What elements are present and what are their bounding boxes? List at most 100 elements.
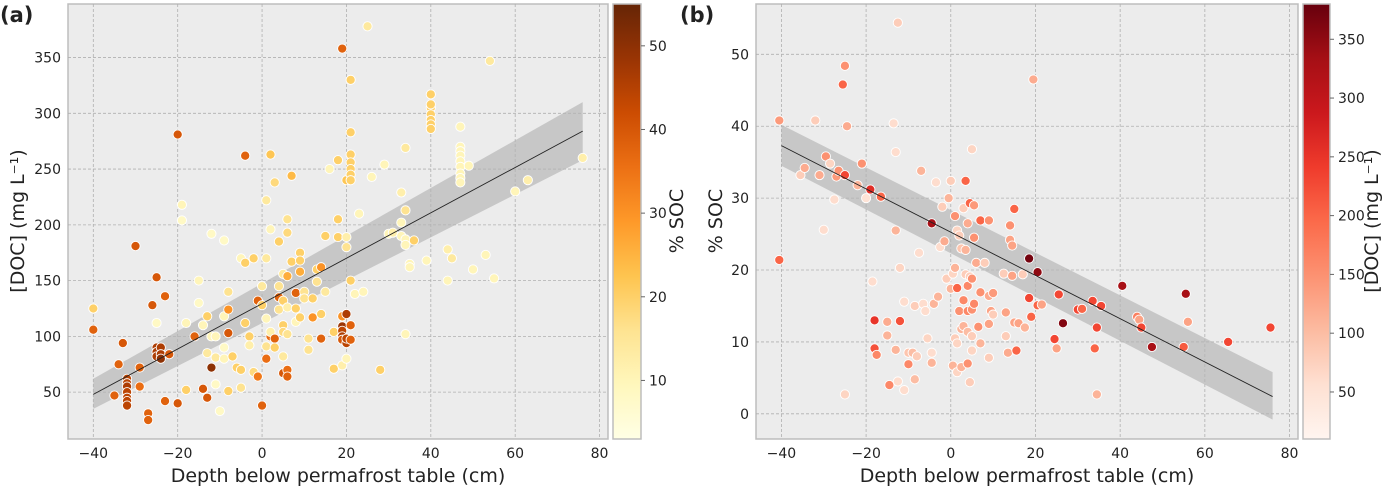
- data-point: [299, 293, 310, 304]
- data-point: [404, 262, 415, 273]
- colorbar-tick-label: 200: [1338, 209, 1365, 225]
- data-point: [341, 309, 352, 320]
- data-point: [134, 362, 145, 373]
- y-tick-label: 250: [34, 162, 61, 178]
- data-point: [88, 324, 99, 335]
- data-point: [324, 164, 335, 175]
- y-tick-label: 40: [731, 119, 749, 135]
- data-point: [926, 347, 937, 358]
- data-point: [455, 121, 466, 132]
- data-point: [320, 286, 331, 297]
- data-point: [890, 344, 901, 355]
- data-point: [172, 398, 183, 409]
- colorbar-tick-label: 300: [1338, 91, 1365, 107]
- x-tick-label: 20: [338, 446, 356, 462]
- data-point: [421, 255, 432, 266]
- data-point: [949, 262, 961, 273]
- data-point: [975, 338, 986, 349]
- data-point: [307, 293, 318, 304]
- y-tick-label: 50: [731, 47, 749, 63]
- data-point: [290, 303, 301, 314]
- data-point: [345, 74, 356, 85]
- data-point: [892, 376, 903, 387]
- data-point: [909, 374, 920, 385]
- data-point: [219, 342, 230, 353]
- x-tick-label: −40: [767, 446, 797, 462]
- x-tick-label: 80: [1281, 446, 1299, 462]
- data-point: [969, 200, 980, 211]
- y-tick-label: 0: [740, 407, 749, 423]
- data-point: [966, 345, 978, 356]
- data-point: [240, 150, 251, 161]
- data-point: [235, 364, 247, 375]
- data-point: [202, 392, 213, 403]
- data-point: [345, 320, 356, 331]
- data-point: [257, 281, 268, 292]
- data-point: [261, 195, 272, 206]
- data-point: [286, 170, 297, 181]
- data-point: [1019, 322, 1030, 333]
- scatter-points-a: [88, 21, 588, 426]
- data-point: [945, 175, 956, 186]
- colorbar-label-a: % SOC: [666, 189, 688, 253]
- data-point: [1007, 270, 1018, 281]
- data-point: [303, 333, 314, 344]
- data-point: [202, 311, 213, 322]
- data-point: [206, 228, 217, 239]
- data-point: [913, 247, 925, 258]
- y-tick-label: 350: [34, 51, 61, 67]
- data-point: [960, 244, 971, 255]
- data-point: [489, 273, 500, 284]
- x-tick-label: 80: [591, 446, 609, 462]
- data-point: [911, 351, 922, 362]
- data-point: [1036, 299, 1047, 310]
- data-point: [983, 318, 994, 330]
- data-point: [366, 171, 377, 182]
- data-point: [839, 170, 850, 181]
- data-point: [345, 334, 356, 345]
- data-point: [425, 123, 436, 134]
- data-point: [337, 43, 348, 54]
- x-tick-label: 40: [422, 446, 440, 462]
- data-point: [825, 158, 836, 169]
- colorbar-tick-label: 250: [1338, 150, 1365, 166]
- panel-a: (a) −40 −20 0 20 40 60 8050100150200250300350 …: [0, 3, 688, 487]
- data-point: [1007, 240, 1018, 251]
- data-point: [979, 257, 990, 268]
- data-point: [151, 317, 162, 329]
- data-point: [442, 275, 453, 286]
- regression-line-b: [781, 145, 1273, 397]
- data-point: [856, 158, 867, 169]
- data-point: [1017, 269, 1028, 280]
- y-tick-label: 100: [34, 329, 61, 345]
- data-point: [345, 175, 356, 186]
- data-point: [1091, 389, 1102, 400]
- data-point: [252, 371, 263, 382]
- colorbar-tick-label: 10: [649, 373, 667, 389]
- data-point: [210, 352, 221, 363]
- data-point: [219, 353, 230, 364]
- data-point: [408, 235, 419, 246]
- data-point: [966, 273, 978, 284]
- data-point: [958, 295, 969, 306]
- data-point: [988, 309, 999, 320]
- data-point: [181, 384, 192, 395]
- data-point: [113, 359, 124, 370]
- data-point: [307, 312, 318, 323]
- data-point: [1051, 343, 1062, 354]
- x-axis-label-a: Depth below permafrost table (cm): [171, 465, 506, 487]
- data-point: [282, 214, 293, 225]
- data-point: [1024, 253, 1035, 264]
- data-point: [1026, 311, 1037, 322]
- data-point: [949, 211, 961, 222]
- panel-b-label: (b): [680, 3, 714, 27]
- data-point: [261, 341, 272, 352]
- data-point: [814, 170, 825, 181]
- data-point: [922, 333, 933, 344]
- colorbar-tick-label: 100: [1338, 326, 1365, 342]
- data-point: [882, 330, 893, 341]
- data-point: [379, 159, 390, 170]
- colorbar-ticks-b: 50 100 150 200 250 300 350: [1330, 32, 1365, 401]
- data-point: [1000, 307, 1011, 318]
- data-point: [240, 257, 251, 268]
